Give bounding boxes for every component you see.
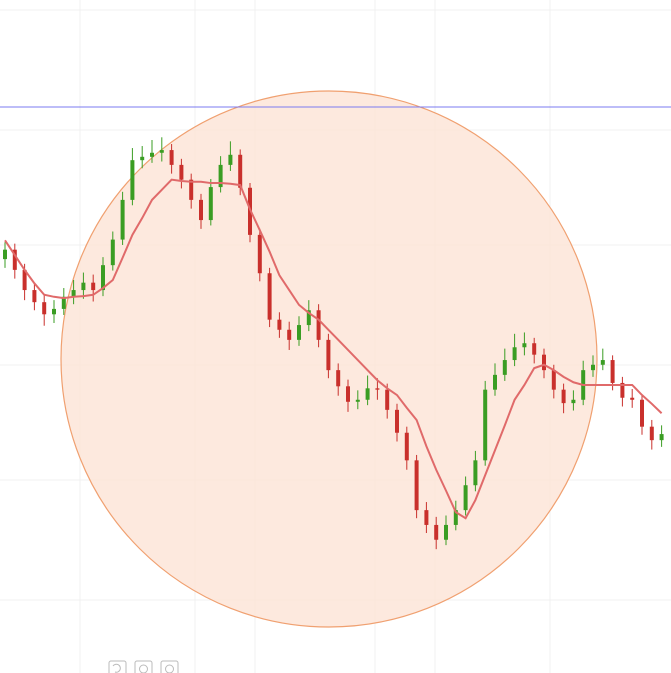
candle-body [199,199,203,221]
candle-body [81,282,86,291]
candle-body [346,386,350,402]
candle-body [591,364,595,371]
candle-body [434,524,439,540]
candle-body [130,160,135,200]
candle-body [287,329,292,340]
candle-body [297,325,301,340]
candle-body [424,510,429,525]
candle-body [159,150,164,153]
candle-body [218,164,223,188]
candle-body [228,154,233,165]
candle-body [189,179,194,200]
candle-body [257,234,262,274]
candle-body [120,199,125,240]
candle-body [52,308,56,315]
candle-body [404,432,409,461]
candle-body [61,296,66,309]
candle-body [42,302,47,315]
candle-body [512,347,517,361]
candle-body [522,343,527,348]
plot [0,106,671,550]
candle-body [571,399,576,404]
candle-body [640,399,644,427]
candle-body [493,374,497,390]
zoom-out-icon [139,664,148,673]
candle-body [326,339,331,371]
candle-body [365,388,370,400]
zoom-in-button[interactable] [160,660,179,673]
candle-body [375,388,380,390]
candle-body [502,360,507,375]
candle-body [101,265,105,291]
candle-body [473,460,478,486]
candle-body [208,187,213,221]
candle-body [3,249,7,260]
candle-body [91,282,96,291]
zoom-in-icon [165,664,174,673]
candle-body [414,460,419,511]
zoom-out-button[interactable] [134,660,153,673]
zoom-controls [108,660,179,673]
candle-body [620,382,625,398]
reset-icon [112,663,121,673]
candle-body [649,426,654,441]
candle-body [483,389,488,461]
candle-body [22,269,27,291]
candle-body [542,354,546,371]
candle-body [110,239,115,266]
candle-body [150,152,154,157]
candle-body [355,399,360,402]
candle-body [277,319,282,330]
candle-body [463,485,468,511]
candle-body [169,150,174,165]
candle-body [71,290,76,297]
candle-body [306,310,311,326]
moving-average [4,178,663,520]
candle-body [238,154,243,188]
candle-body [267,273,272,320]
candle-body [610,360,615,383]
candle-body [12,249,17,270]
reset-button[interactable] [108,660,127,673]
candle-body [444,524,448,540]
candle-body [385,389,390,410]
candle-body [532,343,537,355]
candle-body [453,510,458,525]
candle-body [140,156,145,161]
candle-body [316,310,321,340]
candle-body [630,397,635,400]
candle-body [551,370,556,390]
candle-body [561,389,566,404]
candle-body [659,434,664,441]
candle-body [336,370,341,387]
candle-body [395,409,399,433]
candle-body [600,360,605,365]
candle-body [179,164,184,180]
candle-body [32,290,37,303]
